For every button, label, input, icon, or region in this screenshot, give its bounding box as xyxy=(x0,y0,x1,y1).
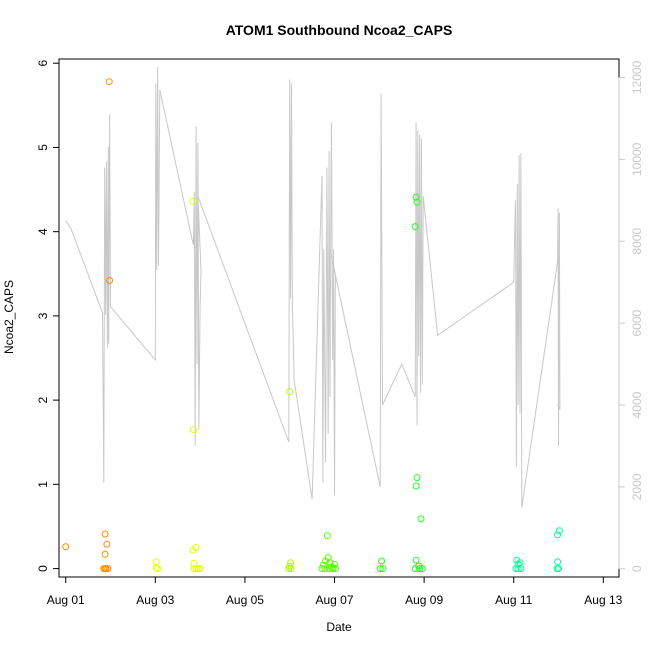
data-point xyxy=(152,564,160,572)
data-point xyxy=(286,388,294,396)
y-tick-label: 4 xyxy=(36,228,50,235)
data-point xyxy=(331,560,338,568)
data-point xyxy=(554,531,562,539)
x-tick-label: Aug 07 xyxy=(315,593,353,607)
data-point xyxy=(321,565,329,573)
x-tick-label: Aug 05 xyxy=(226,593,264,607)
y-axis: 0 1 2 3 4 5 6 xyxy=(36,60,60,572)
data-point xyxy=(104,565,112,573)
y-tick-label-secondary: 2000 xyxy=(630,473,644,500)
data-point xyxy=(62,543,70,551)
y-tick-label-secondary: 0 xyxy=(630,565,644,572)
secondary-line-layer xyxy=(65,67,561,508)
y-axis-secondary: 0 2000 4000 6000 8000 10000 12000 xyxy=(618,60,644,572)
data-point xyxy=(553,565,561,573)
y-axis-label: Ncoa2_CAPS xyxy=(2,280,16,354)
data-point xyxy=(514,565,522,573)
data-point xyxy=(517,565,525,573)
data-point xyxy=(154,565,162,573)
data-point xyxy=(152,558,160,566)
y-tick-label-secondary: 6000 xyxy=(630,309,644,336)
data-point xyxy=(417,515,425,523)
data-point xyxy=(319,561,327,569)
x-tick-label: Aug 11 xyxy=(495,593,532,607)
data-point xyxy=(413,474,421,482)
data-point xyxy=(189,197,197,205)
data-point xyxy=(412,556,420,564)
data-point xyxy=(418,565,426,573)
x-tick-label: Aug 09 xyxy=(405,593,443,607)
y-tick-label: 1 xyxy=(36,481,50,488)
chart-title: ATOM1 Southbound Ncoa2_CAPS xyxy=(226,22,453,38)
x-axis-label: Date xyxy=(326,620,352,634)
y-tick-label-secondary: 8000 xyxy=(630,228,644,255)
data-point xyxy=(416,565,424,573)
data-point xyxy=(376,565,384,573)
data-point xyxy=(287,565,295,573)
y-tick-label-secondary: 10000 xyxy=(630,142,644,176)
data-point xyxy=(378,557,386,565)
y-tick-label: 0 xyxy=(36,565,50,572)
secondary-series-line xyxy=(65,67,561,508)
data-point xyxy=(196,565,204,573)
data-point xyxy=(554,558,562,566)
data-point xyxy=(192,544,200,551)
data-point xyxy=(412,193,420,201)
data-point xyxy=(411,223,419,231)
data-point xyxy=(411,565,419,573)
data-point xyxy=(101,530,109,538)
data-point xyxy=(105,78,113,86)
y-tick-label: 2 xyxy=(36,396,50,403)
data-point xyxy=(103,540,111,548)
y-tick-label-secondary: 4000 xyxy=(630,391,644,418)
data-point xyxy=(379,565,387,573)
y-tick-label: 3 xyxy=(36,312,50,319)
points-layer xyxy=(62,78,563,573)
x-tick-label: Aug 13 xyxy=(584,593,622,607)
x-tick-label: Aug 01 xyxy=(47,593,85,607)
data-point xyxy=(323,532,331,540)
x-tick-label: Aug 03 xyxy=(136,593,174,607)
data-point xyxy=(555,527,563,535)
y-tick-label-secondary: 12000 xyxy=(630,60,644,94)
data-point xyxy=(285,565,293,573)
data-point xyxy=(318,565,326,573)
data-point xyxy=(189,426,197,434)
data-point xyxy=(329,565,337,573)
data-point xyxy=(331,565,339,573)
data-point xyxy=(412,482,420,490)
data-point xyxy=(106,277,114,284)
y-tick-label: 5 xyxy=(36,144,50,151)
x-axis: Aug 01 Aug 03 Aug 05 Aug 07 Aug 09 Aug 11 Aug … xyxy=(47,576,623,607)
data-point xyxy=(101,550,109,558)
data-point xyxy=(413,198,421,206)
data-point xyxy=(512,565,520,573)
plot-frame xyxy=(58,58,620,578)
y-tick-label: 6 xyxy=(36,60,50,67)
